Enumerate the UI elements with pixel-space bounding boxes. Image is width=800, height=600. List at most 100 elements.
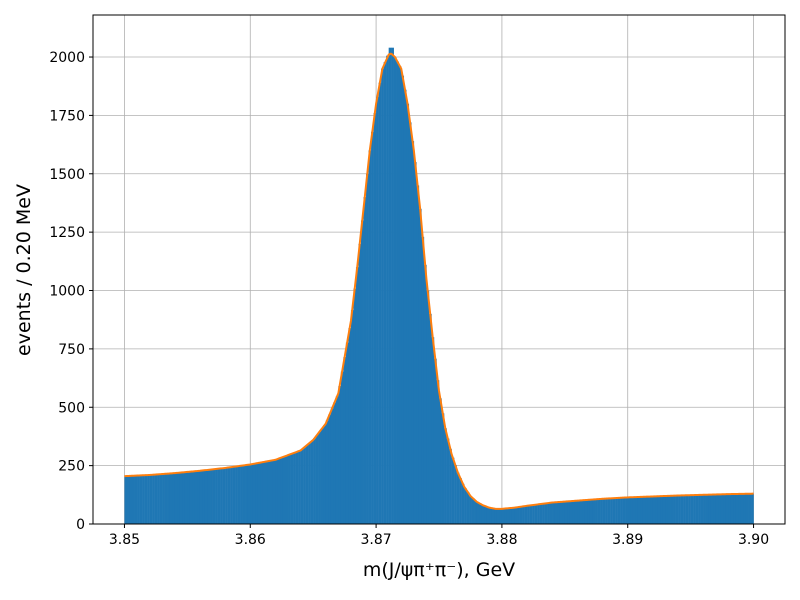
y-tick-label: 1750 (49, 108, 85, 124)
histogram-bar (139, 475, 143, 524)
histogram-bar (383, 62, 387, 525)
histogram-bar (471, 498, 475, 524)
histogram-bar (728, 494, 732, 524)
histogram-bar (542, 503, 545, 524)
histogram-bar (725, 494, 729, 524)
y-tick-label: 1250 (49, 225, 85, 241)
histogram-bar (610, 498, 613, 524)
histogram-bar (381, 68, 384, 524)
histogram-bar (164, 473, 168, 524)
histogram-bar (652, 496, 656, 524)
histogram-bar (708, 494, 712, 524)
histogram-bar (267, 460, 271, 524)
histogram-bar (154, 474, 158, 524)
histogram-bar (690, 495, 694, 524)
histogram-bar (204, 470, 208, 524)
histogram-bar (313, 438, 316, 524)
histogram-bar (491, 508, 495, 524)
histogram-bar (285, 455, 289, 524)
histogram-bars (124, 47, 754, 525)
histogram-bar (157, 474, 160, 524)
histogram-bar (562, 501, 566, 524)
histogram-bar (667, 495, 671, 524)
histogram-bar (637, 496, 641, 524)
histogram-bar (147, 475, 150, 524)
histogram-bar (335, 396, 339, 524)
histogram-bar (449, 448, 452, 524)
histogram-bar (751, 493, 754, 524)
histogram-bar (484, 506, 488, 524)
histogram-bar (534, 504, 538, 524)
histogram-bar (607, 498, 611, 524)
histogram-bar (474, 500, 477, 524)
histogram-bar (182, 472, 186, 524)
histogram-bar (660, 496, 664, 524)
histogram-bar (459, 478, 462, 524)
histogram-bar (212, 469, 216, 524)
histogram-bar (428, 313, 432, 524)
histogram-bar (700, 494, 704, 524)
histogram-bar (126, 475, 130, 524)
y-axis-label: events / 0.20 MeV (13, 184, 35, 356)
histogram-bar (572, 500, 576, 524)
histogram-bar (300, 449, 304, 524)
histogram-bar (456, 472, 460, 524)
histogram-bar (504, 508, 508, 524)
histogram-bar (217, 468, 221, 524)
histogram-bar (554, 502, 558, 524)
histogram-bar (506, 508, 510, 524)
histogram-bar (574, 500, 578, 524)
y-tick-label: 2000 (49, 50, 85, 66)
x-axis-label: m(J/ψπ⁺π⁻), GeV (363, 559, 515, 581)
histogram-bar (247, 464, 251, 524)
histogram-bar (496, 508, 500, 524)
histogram-bar (625, 497, 628, 524)
histogram-bar (509, 508, 513, 524)
histogram-bar (685, 495, 689, 524)
histogram-bar (441, 413, 445, 524)
histogram-bar (290, 453, 294, 524)
histogram-bar (245, 464, 249, 524)
histogram-bar (345, 342, 349, 524)
histogram-bar (298, 450, 301, 524)
histogram-bar (325, 420, 329, 524)
histogram-bar (567, 501, 571, 524)
histogram-bar (423, 264, 427, 524)
histogram-bar (177, 472, 181, 524)
histogram-bar (688, 495, 691, 524)
histogram-bar (280, 457, 284, 524)
histogram-bar (748, 493, 752, 524)
histogram-bar (657, 496, 661, 524)
histogram-bar (408, 122, 412, 524)
histogram-bar (124, 476, 128, 524)
histogram-bar (444, 428, 447, 524)
histogram-bar (386, 55, 389, 524)
histogram-bar (277, 458, 281, 524)
histogram-bar (413, 162, 417, 525)
histogram-bar (129, 475, 133, 524)
histogram-bar (406, 103, 410, 525)
histogram-bar (426, 290, 430, 524)
histogram-bar (615, 498, 618, 524)
histogram-bar (343, 357, 347, 524)
histogram-bar (368, 150, 372, 525)
histogram-bar (527, 505, 530, 524)
histogram-bar (446, 438, 450, 524)
histogram-bar (192, 471, 196, 524)
histogram-bar (353, 288, 357, 524)
histogram-bar (683, 495, 686, 524)
histogram-bar (617, 497, 621, 524)
x-tick-label: 3.89 (612, 532, 643, 548)
y-tick-label: 500 (58, 400, 85, 416)
x-axis-ticks: 3.85 3.86 3.87 3.88 3.89 3.90 (109, 524, 769, 548)
histogram-bar (320, 428, 324, 524)
histogram-bar (592, 499, 596, 524)
histogram-bar (174, 472, 178, 524)
histogram-bar (529, 505, 533, 524)
y-axis-ticks: 0 250 500 750 1000 1250 1500 1750 2000 (49, 50, 93, 533)
histogram-bar (584, 499, 588, 524)
histogram-bar (494, 508, 498, 524)
histogram-bar (537, 504, 540, 524)
histogram-bar (363, 197, 367, 524)
y-tick-label: 1000 (49, 284, 85, 300)
